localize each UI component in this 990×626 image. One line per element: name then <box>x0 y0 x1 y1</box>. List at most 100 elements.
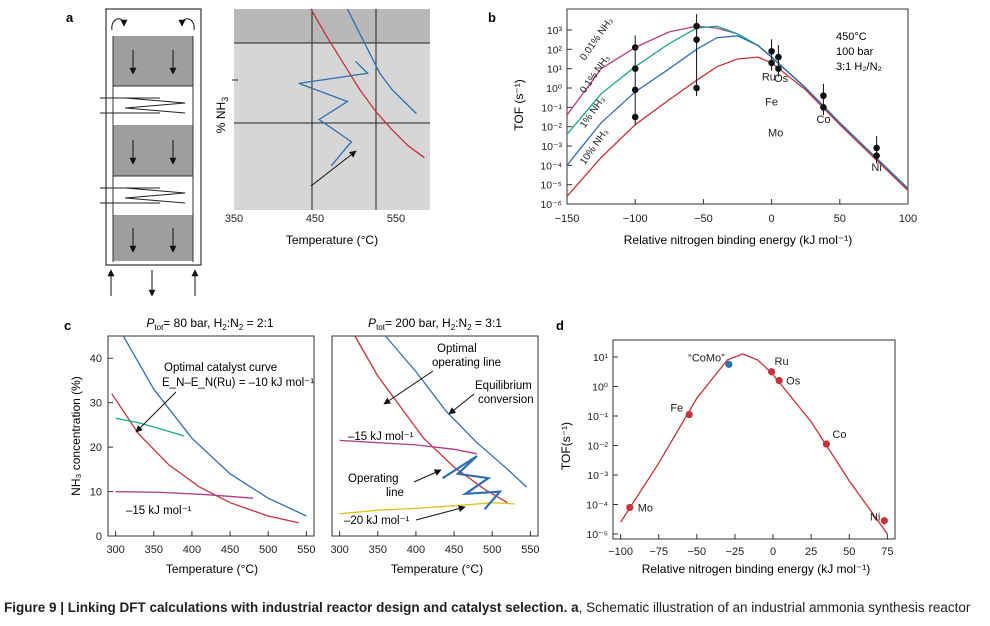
chart-b-legend-line2: 100 bar <box>836 46 874 58</box>
chart-d-xtick-label: 0 <box>770 546 776 558</box>
chart-b-point <box>873 144 880 152</box>
chart-b-point <box>775 53 782 61</box>
chart-c-left-series-equilibrium <box>122 335 307 517</box>
chart-d-ylabel: TOF(s⁻¹) <box>559 422 573 470</box>
chart-d-xtick-label: −75 <box>649 546 668 558</box>
chart-c-right-xlabel: Temperature (°C) <box>391 562 483 576</box>
chart-b-ytick-label: 10⁻⁶ <box>540 199 562 211</box>
chart-d-xtick-label: −50 <box>688 546 707 558</box>
chart-b-series-label: 10% NH₃ <box>578 127 611 167</box>
chart-c-right-arrow <box>415 505 466 521</box>
catalyst-bed-3 <box>113 216 193 261</box>
chart-d-point-label: Os <box>786 376 801 388</box>
chart-d-ytick-label: 10⁰ <box>592 382 609 394</box>
caption-title: Figure 9 | Linking DFT calculations with… <box>4 600 568 615</box>
chart-b-ytick-label: 10⁻⁴ <box>540 160 562 172</box>
figure-caption: Figure 9 | Linking DFT calculations with… <box>4 600 988 615</box>
chart-d-point <box>767 368 776 376</box>
chart-c-right-annotation-optimal1: Optimal <box>437 343 477 355</box>
chart-d-point-label: “CoMo” <box>688 352 725 364</box>
chart-d-xlabel: Relative nitrogen binding energy (kJ mol… <box>642 562 870 576</box>
chart-d-xtick-label: 25 <box>805 546 817 558</box>
chart-c-left-ytick-label: 10 <box>90 487 102 499</box>
chart-b-xtick-label: −50 <box>694 213 713 225</box>
chart-d-xtick-label: 50 <box>843 546 855 558</box>
chart-c-right-annotation-m15: –15 kJ mol⁻¹ <box>348 431 414 443</box>
chart-b-point <box>631 65 639 72</box>
reactor-schematic <box>100 8 202 297</box>
caption-text: , Schematic illustration of an industria… <box>578 600 971 615</box>
chart-c-right-xtick-label: 350 <box>369 544 387 556</box>
chart-c-right-title: Ptot= 200 bar, H2:N2 = 3:1 <box>368 316 502 332</box>
chart-b-point <box>820 104 827 111</box>
chart-c-right-series-operating <box>442 455 503 511</box>
chart-b-point <box>775 65 782 72</box>
caption-panel: a <box>567 600 579 615</box>
chart-b-point <box>693 84 700 92</box>
chart-c-right-annotation-eq1: Equilibrium <box>475 380 532 392</box>
chart-a-top-band <box>234 9 430 43</box>
chart-b-xtick-label: −150 <box>555 213 580 225</box>
chart-d-xtick-label: −100 <box>608 546 633 558</box>
chart-c-left-xtick-label: 450 <box>221 544 239 556</box>
chart-c-right: Ptot= 200 bar, H2:N2 = 3:1 300 350 400 450 5… <box>330 316 539 576</box>
chart-c-left-ylabel: NH₃ concentration (%) <box>69 376 83 496</box>
chart-c-left-xtick-label: 350 <box>145 544 163 556</box>
chart-b-point-label: Mo <box>768 127 783 139</box>
chart-b-ytick-label: 10⁻³ <box>541 141 562 153</box>
chart-b-point-label: Ru <box>762 71 776 83</box>
chart-b-ytick-label: 10¹ <box>547 64 563 76</box>
chart-c-left-xtick-label: 500 <box>259 544 277 556</box>
chart-d: d 10⁻⁵ 10⁻⁴ 10⁻³ 10⁻² 10⁻¹ 10⁰ 10¹ −100 −75 −50 −… <box>556 318 896 576</box>
chart-c-right-series--15-kJ <box>339 439 478 455</box>
chart-a-series-optimal <box>310 8 425 159</box>
chart-c-right-annotation-eq2: conversion <box>478 394 534 406</box>
panel-d-label: d <box>556 318 564 333</box>
chart-c-left-series--15-kJ <box>115 490 254 499</box>
recirculation-arrow <box>178 18 195 31</box>
chart-b-point <box>768 47 775 55</box>
chart-c-left-series-optimal <box>111 393 299 524</box>
chart-b-point-label: Fe <box>765 96 778 108</box>
exchanger-zigzag-2 <box>124 187 186 204</box>
chart-a-arrow <box>310 150 357 187</box>
chart-a-xtick-label: 350 <box>225 213 243 225</box>
chart-c-right-frame <box>331 335 539 537</box>
chart-b-point-label: Co <box>816 114 830 126</box>
chart-a-series-operating <box>298 60 369 167</box>
chart-d-point <box>725 360 733 368</box>
chart-d-xtick-label: 75 <box>881 546 893 558</box>
chart-c-right-annotation-op2: line <box>386 487 404 499</box>
chart-d-point-label: Ru <box>775 356 789 368</box>
chart-c-left-xlabel: Temperature (°C) <box>166 562 258 576</box>
chart-c-right-xtick-label: 300 <box>330 544 348 556</box>
chart-d-point <box>626 503 634 512</box>
chart-d-ytick-label: 10¹ <box>593 352 609 364</box>
chart-b-point <box>820 92 827 100</box>
chart-b-ytick-label: 10⁻⁵ <box>540 180 562 192</box>
chart-b-series-label: 0.01% NH₃ <box>578 16 615 63</box>
chart-c-left-frame <box>107 335 315 537</box>
chart-d-ytick-label: 10⁻⁴ <box>586 500 608 512</box>
chart-c-left-ytick-label: 0 <box>96 531 102 543</box>
chart-d-frame <box>612 339 896 540</box>
chart-b-legend-line3: 3:1 H₂/N₂ <box>836 61 882 73</box>
chart-b-point <box>768 59 775 67</box>
chart-b-point <box>631 44 639 51</box>
chart-b-ytick-label: 10³ <box>547 25 563 37</box>
chart-b-xtick-label: 0 <box>769 213 775 225</box>
chart-c-left-ytick-label: 30 <box>90 398 102 410</box>
chart-d-point <box>685 410 693 419</box>
chart-c-left-series--10-kJ <box>115 417 185 437</box>
chart-c-left-annotation-formula: E_N–E_N(Ru) = –10 kJ mol⁻¹ <box>162 377 314 389</box>
chart-d-point-label: Ni <box>870 512 880 524</box>
chart-b-xlabel: Relative nitrogen binding energy (kJ mol… <box>624 233 852 247</box>
chart-b-point <box>873 152 880 159</box>
chart-c-left-arrow <box>135 391 177 433</box>
chart-a-xtick-label: 450 <box>306 213 324 225</box>
chart-b: b 10⁻⁶ 10⁻⁵ 10⁻⁴ 10⁻³ 10⁻² 10⁻¹ 10⁰ 10¹ 10² 10³ −… <box>488 8 917 247</box>
chart-b-point <box>693 36 700 43</box>
chart-a-xlabel: Temperature (°C) <box>286 233 378 247</box>
chart-c-right-arrow <box>383 370 434 405</box>
